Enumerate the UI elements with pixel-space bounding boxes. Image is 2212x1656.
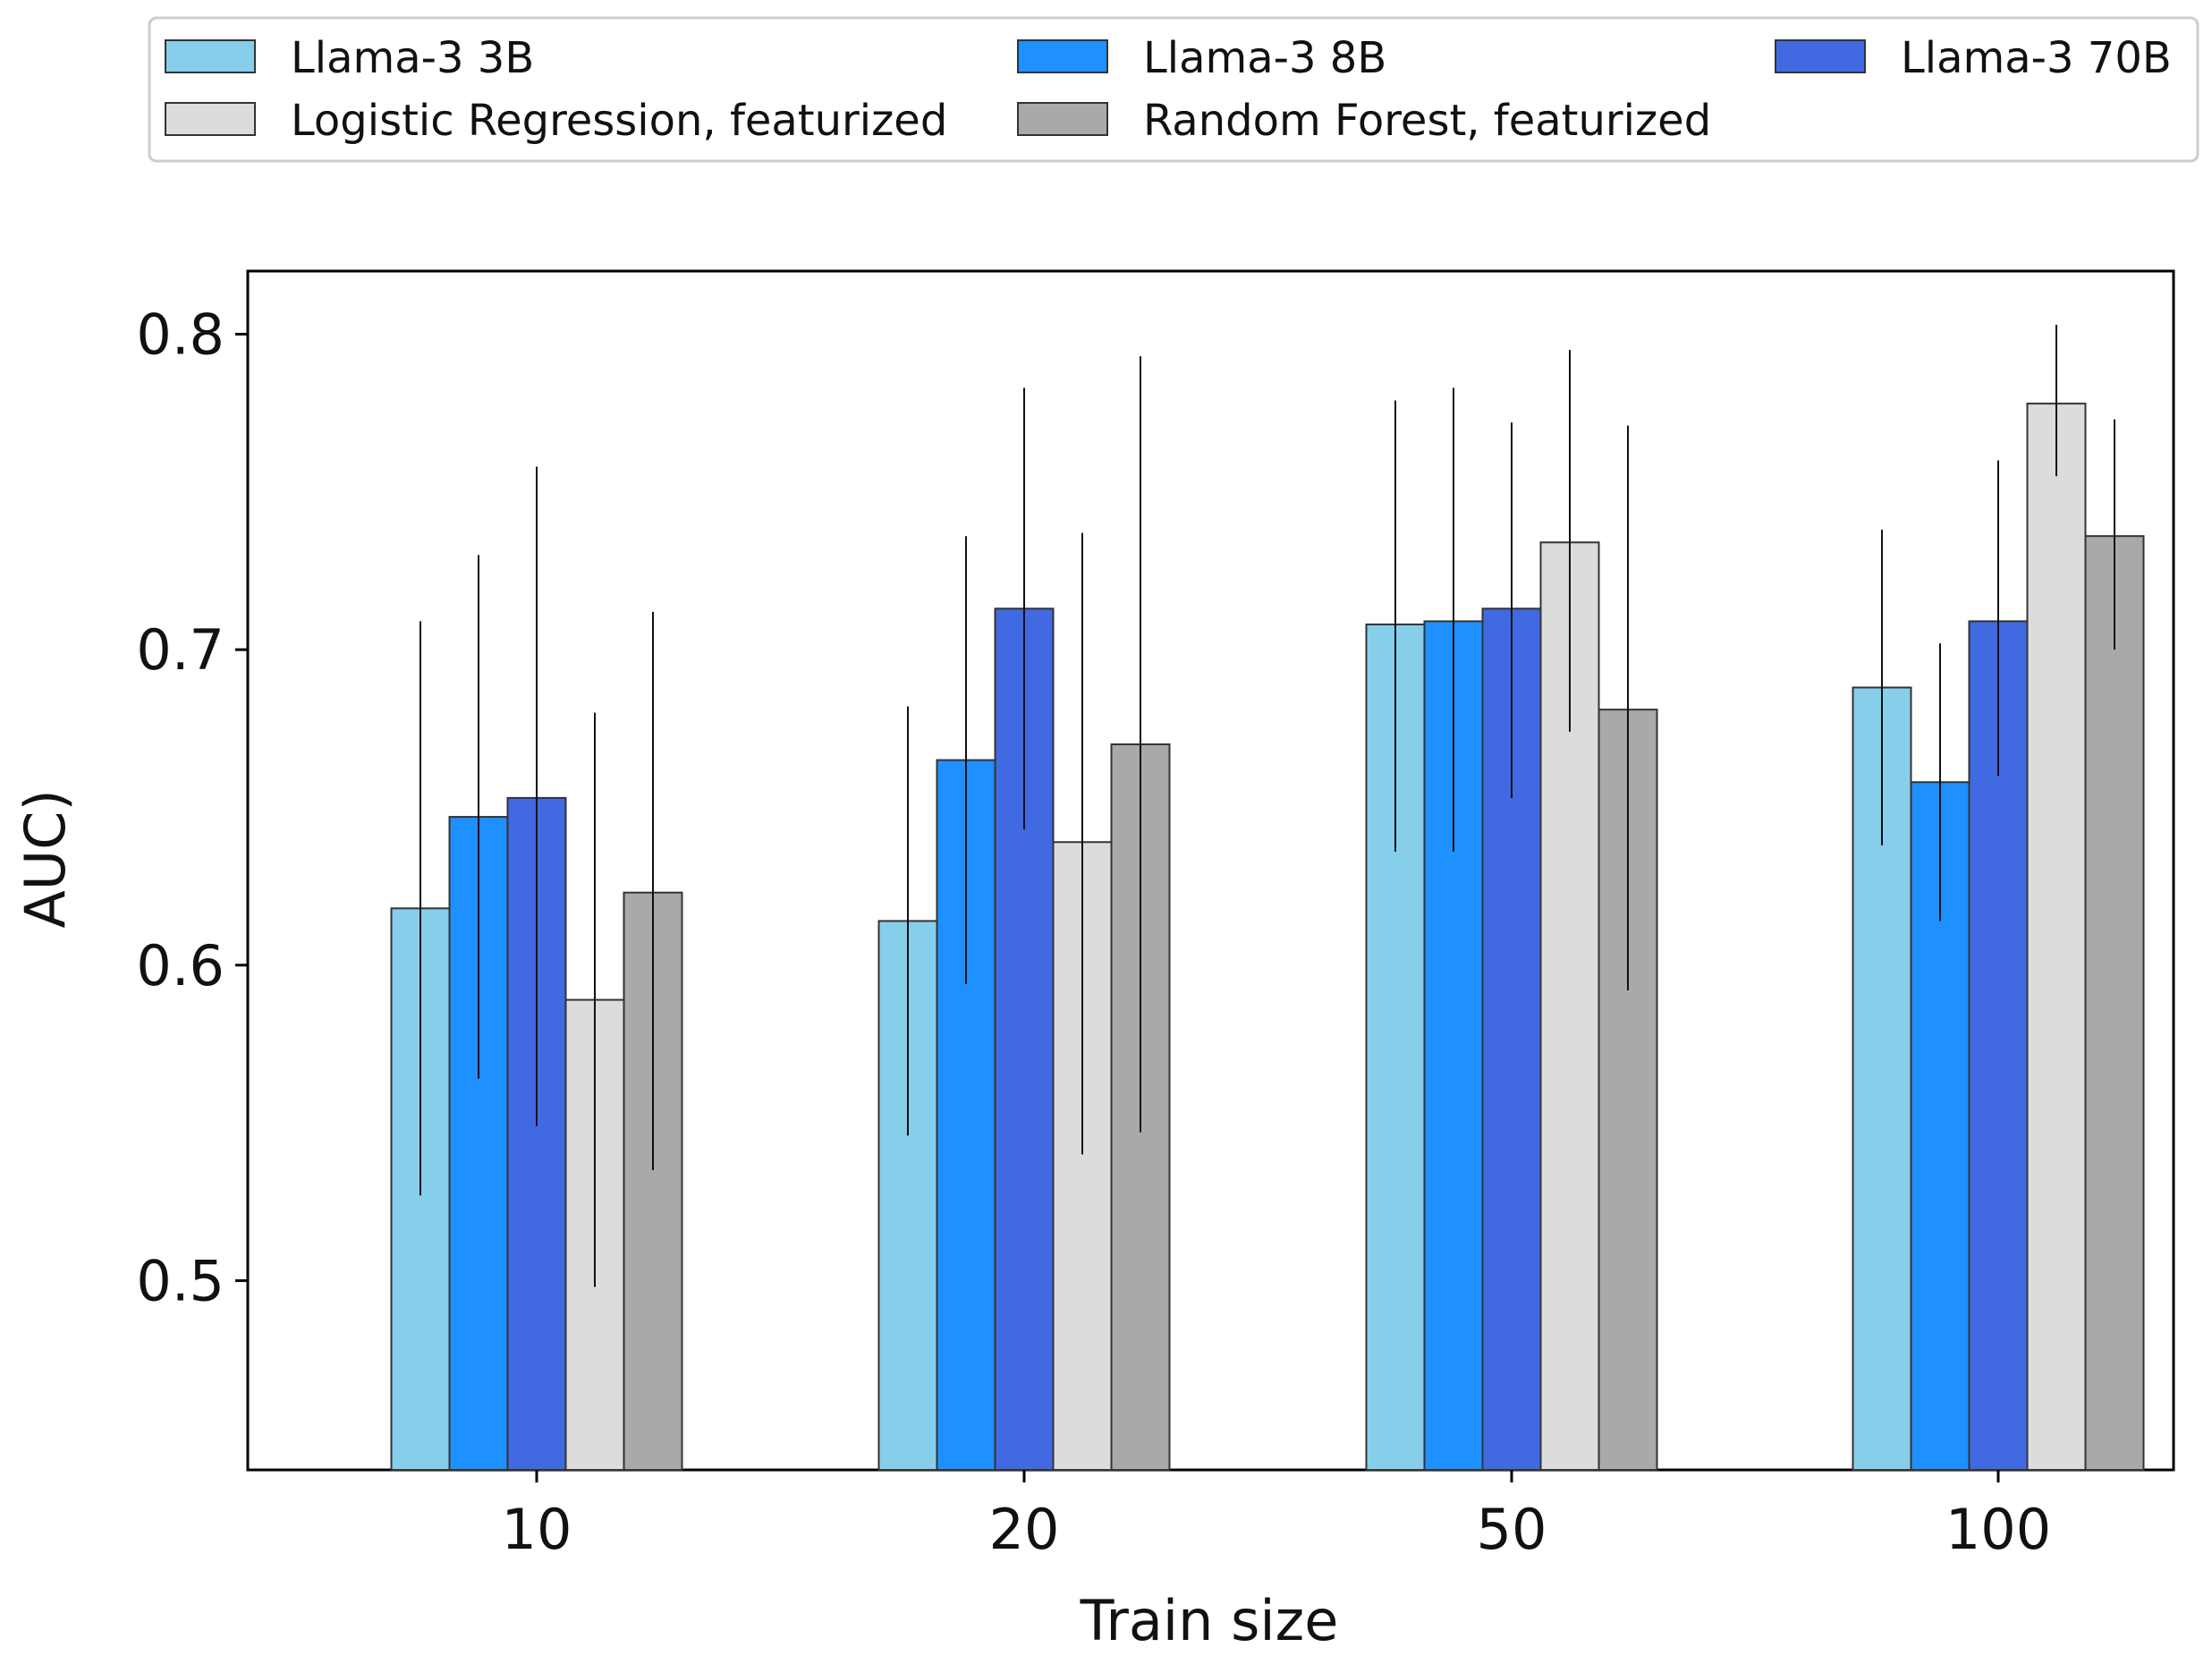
x-axis-label: Train size	[1080, 1588, 1339, 1653]
bar	[2084, 535, 2145, 1471]
x-tick-label: 100	[1945, 1497, 2051, 1562]
x-axis: 10 20 50 100	[502, 1470, 2051, 1562]
legend-label: Llama-3 70B	[1901, 33, 2172, 83]
error-bars	[420, 324, 2115, 1287]
bar	[2026, 403, 2087, 1472]
x-tick-label: 50	[1477, 1497, 1547, 1562]
legend-swatch	[1775, 39, 1866, 73]
legend-swatch	[165, 39, 256, 73]
y-tick-label: 0.6	[136, 933, 225, 998]
x-tick-label: 10	[502, 1497, 572, 1562]
y-axis-label: AUC)	[13, 789, 78, 928]
plot-area	[246, 269, 2175, 1472]
legend-label: Llama-3 8B	[1143, 33, 1386, 83]
y-tick-label: 0.7	[136, 617, 225, 683]
legend: Llama-3 3B Llama-3 8B Llama-3 70B Logistic …	[148, 16, 2199, 163]
y-tick-label: 0.8	[136, 302, 225, 368]
y-tick-label: 0.5	[136, 1248, 225, 1313]
bar	[623, 891, 683, 1471]
legend-swatch	[165, 102, 256, 136]
legend-swatch	[1017, 39, 1108, 73]
legend-swatch	[1017, 102, 1108, 136]
legend-frame	[148, 16, 2199, 163]
legend-label: Random Forest, featurized	[1143, 96, 1711, 146]
x-tick-label: 20	[989, 1497, 1060, 1562]
y-axis: 0.5 0.6 0.7 0.8	[136, 302, 248, 1313]
plot-frame	[246, 269, 2175, 1472]
legend-label: Logistic Regression, featurized	[291, 96, 947, 146]
legend-label: Llama-3 3B	[291, 33, 534, 83]
